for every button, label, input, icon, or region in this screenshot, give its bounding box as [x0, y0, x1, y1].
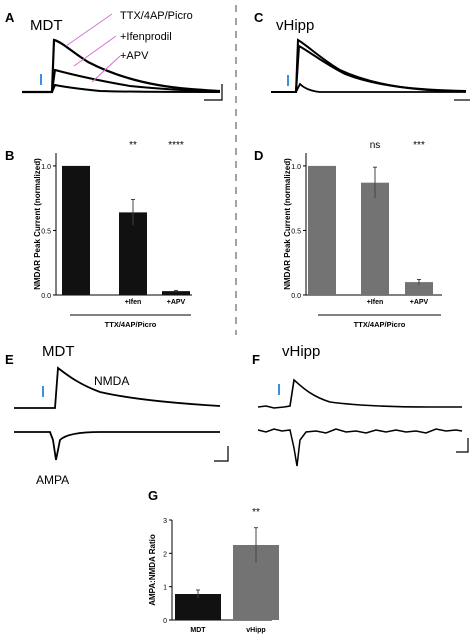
- panel-c-traces: [271, 38, 470, 101]
- y-tick-label: 0.5: [41, 228, 51, 235]
- y-axis-label: NMDAR Peak Current (normalized): [33, 158, 42, 290]
- category-label: +APV: [167, 299, 186, 306]
- y-tick-label: 0.0: [291, 293, 301, 300]
- trace-label-ampa: AMPA: [36, 473, 69, 487]
- bar: [119, 212, 147, 295]
- significance-label: ns: [370, 140, 381, 151]
- bar: [162, 291, 190, 295]
- group-label: TTX/4AP/Picro: [105, 320, 157, 329]
- significance-label: ****: [168, 140, 184, 151]
- trace-label-nmda: NMDA: [94, 374, 129, 388]
- trace-ifenprodil: [295, 44, 467, 93]
- y-tick-label: 2: [163, 551, 167, 558]
- chart-g: 0 1 2 3 AMPA:NMDA Ratio MDT vHipp **: [148, 507, 279, 634]
- significance-label: ***: [413, 140, 425, 151]
- scale-bar: [214, 446, 229, 462]
- y-tick-label: 0.0: [41, 293, 51, 300]
- group-label: TTX/4AP/Picro: [354, 320, 406, 329]
- bar: [405, 282, 433, 295]
- y-axis-label: AMPA:NMDA Ratio: [148, 534, 157, 606]
- panel-c-title: vHipp: [276, 17, 314, 34]
- y-tick-label: 1.0: [291, 164, 301, 171]
- scale-bar: [204, 84, 223, 101]
- panel-e-title: MDT: [42, 343, 75, 360]
- bar: [361, 182, 389, 295]
- trace-apv: [51, 83, 221, 93]
- panel-letter-b: B: [5, 148, 14, 163]
- panel-letter-g: G: [148, 488, 158, 503]
- pink-pointer: [91, 55, 121, 83]
- trace-label-apv: +APV: [120, 50, 149, 62]
- y-tick-label: 1.0: [41, 164, 51, 171]
- significance-label: **: [252, 507, 260, 518]
- bar: [62, 165, 90, 295]
- category-label: MDT: [190, 627, 206, 634]
- category-label: +Ifen: [125, 299, 142, 306]
- bar: [175, 594, 221, 620]
- y-tick-label: 1: [163, 585, 167, 592]
- trace-ifenprodil: [51, 68, 221, 93]
- panel-a-title: MDT: [30, 17, 63, 34]
- scale-bar: [456, 438, 469, 453]
- trace-nmda: [14, 366, 221, 409]
- trace-label-ifenprodil: +Ifenprodil: [120, 31, 172, 43]
- panel-e-traces: NMDA AMPA: [14, 366, 229, 487]
- pink-pointer: [73, 35, 117, 67]
- y-tick-label: 0: [163, 618, 167, 625]
- panel-letter-c: C: [254, 10, 264, 25]
- trace-label-ttx: TTX/4AP/Picro: [120, 10, 193, 22]
- category-label: +Ifen: [367, 299, 384, 306]
- panel-f-title: vHipp: [282, 343, 320, 360]
- pink-pointer: [65, 13, 113, 47]
- panel-letter-e: E: [5, 352, 14, 367]
- panel-f-traces: [257, 378, 469, 467]
- panel-letter-a: A: [5, 10, 15, 25]
- significance-label: **: [129, 140, 137, 151]
- trace-apv: [295, 82, 466, 93]
- y-tick-label: 0.5: [291, 228, 301, 235]
- category-label: vHipp: [246, 627, 265, 634]
- panel-a-traces: TTX/4AP/Picro +Ifenprodil +APV: [22, 10, 223, 101]
- y-tick-label: 3: [163, 518, 167, 525]
- category-label: +APV: [410, 299, 429, 306]
- trace-ampa: [14, 431, 220, 461]
- trace-ampa: [257, 428, 463, 467]
- bar: [308, 165, 336, 295]
- y-axis-label: NMDAR Peak Current (normalized): [283, 158, 292, 290]
- trace-nmda: [257, 378, 462, 409]
- panel-letter-f: F: [252, 352, 260, 367]
- panel-letter-d: D: [254, 148, 263, 163]
